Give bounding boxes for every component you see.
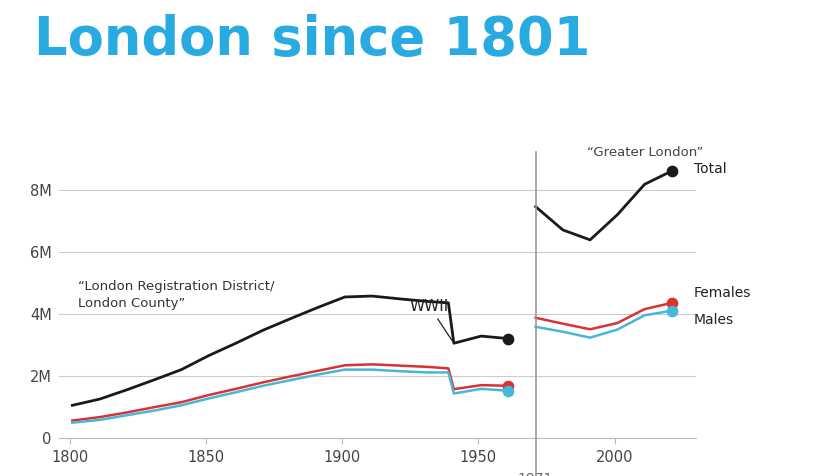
Point: [665, 299, 679, 307]
Text: WWII: WWII: [409, 299, 452, 341]
Text: “London Registration District/
London County”: “London Registration District/ London Co…: [78, 279, 274, 309]
Text: 1971: 1971: [518, 472, 553, 476]
Point: [502, 387, 515, 395]
Text: “Greater London”: “Greater London”: [587, 146, 704, 159]
Text: Females: Females: [694, 287, 751, 300]
Point: [665, 167, 679, 175]
Point: [665, 307, 679, 315]
Point: [502, 382, 515, 389]
Text: London since 1801: London since 1801: [34, 14, 590, 66]
Text: Males: Males: [694, 313, 734, 327]
Text: Total: Total: [694, 162, 727, 177]
Point: [502, 335, 515, 342]
